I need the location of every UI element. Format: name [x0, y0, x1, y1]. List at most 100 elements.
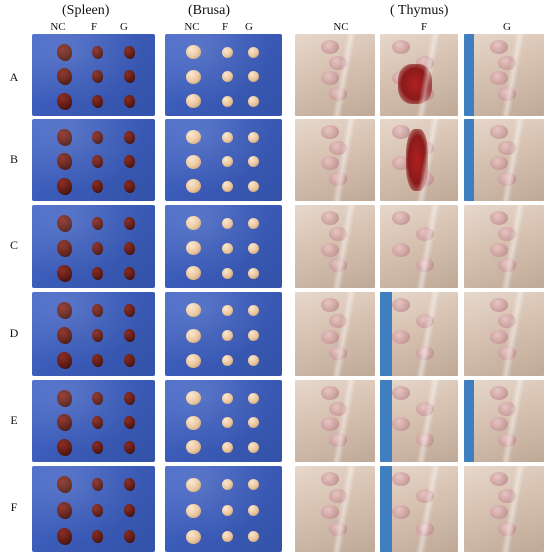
thymus-photo-d-g [464, 292, 544, 376]
brusa-organ-d-2-2 [247, 355, 259, 367]
spleen-organ-d-2-1 [91, 354, 103, 368]
thymus-lobe-f-f-2 [392, 505, 410, 519]
brusa-organ-f-2-2 [247, 531, 259, 543]
row-label-f: F [10, 500, 18, 514]
thymus-col-g: G [503, 21, 511, 33]
brusa-organ-f-0-1 [221, 479, 233, 491]
spleen-organ-f-2-1 [91, 530, 103, 544]
thymus-lobe-d-nc-1 [329, 314, 347, 328]
brusa-organ-d-0-2 [247, 304, 259, 316]
brusa-organ-c-2-1 [221, 267, 233, 279]
brusa-organ-b-1-2 [247, 156, 259, 168]
glove-edge-e-g [464, 380, 474, 462]
thymus-photo-a-nc [295, 34, 375, 116]
row-label-b: B [9, 152, 18, 166]
brusa-title: (Brusa) [188, 3, 230, 18]
brusa-photo-a [165, 34, 282, 116]
brusa-organ-f-2-1 [221, 531, 233, 543]
brusa-organ-c-1-1 [221, 242, 233, 254]
spleen-organ-c-1-0 [56, 239, 72, 257]
brusa-organ-d-2-0 [185, 353, 201, 368]
brusa-organ-f-2-0 [185, 529, 201, 544]
spleen-organ-f-1-1 [91, 504, 103, 518]
thymus-photo-f-nc [295, 466, 375, 552]
brusa-organ-c-0-2 [247, 217, 259, 229]
thymus-lobe-a-g-1 [498, 55, 516, 70]
brusa-organ-b-2-1 [221, 180, 233, 192]
thymus-lobe-f-nc-0 [321, 472, 339, 486]
brusa-organ-a-1-0 [185, 69, 201, 84]
brusa-organ-e-0-1 [221, 392, 233, 404]
thymus-photo-c-f [380, 205, 458, 288]
thymus-lobe-d-f-1 [416, 314, 434, 328]
spleen-organ-a-0-2 [123, 45, 135, 59]
spleen-organ-e-1-1 [91, 416, 103, 430]
thymus-lobe-d-g-3 [498, 346, 516, 360]
spleen-organ-e-2-0 [56, 438, 72, 456]
spleen-organ-b-1-2 [123, 155, 135, 169]
brusa-organ-c-1-2 [247, 242, 259, 254]
spleen-organ-d-0-0 [56, 301, 72, 319]
spleen-organ-c-2-0 [56, 264, 72, 282]
spleen-organ-a-1-2 [123, 70, 135, 84]
thymus-lobe-d-nc-3 [329, 346, 347, 360]
thymus-lobe-a-g-0 [490, 40, 508, 54]
thymus-lobe-c-g-0 [490, 211, 508, 225]
spleen-organ-b-1-0 [56, 153, 72, 171]
spleen-organ-e-1-2 [123, 416, 135, 430]
spleen-organ-a-2-1 [91, 94, 103, 108]
brusa-organ-d-1-1 [221, 330, 233, 342]
spleen-organ-b-2-2 [123, 179, 135, 193]
brusa-organ-e-2-1 [221, 441, 233, 453]
spleen-organ-c-1-2 [123, 241, 135, 255]
brusa-organ-e-2-2 [247, 441, 259, 453]
thymus-lobe-c-nc-1 [329, 226, 347, 241]
fascia-f-f [415, 466, 441, 552]
brusa-photo-c [165, 205, 282, 288]
brusa-organ-c-2-0 [185, 266, 201, 281]
spleen-col-g: G [120, 21, 128, 33]
thymus-lobe-a-f-0 [392, 40, 410, 54]
spleen-organ-d-1-2 [123, 329, 135, 343]
thymus-photo-e-g [464, 380, 544, 462]
thymus-lobe-b-nc-2 [321, 156, 339, 170]
thymus-photo-a-g [464, 34, 544, 116]
thymus-photo-d-nc [295, 292, 375, 376]
thymus-lobe-d-g-0 [490, 298, 508, 312]
spleen-col-f: F [90, 21, 98, 33]
brusa-organ-f-1-0 [185, 503, 201, 518]
brusa-organ-e-2-0 [185, 440, 201, 455]
brusa-organ-a-0-2 [247, 46, 259, 58]
thymus-lobe-c-f-3 [416, 258, 434, 273]
thymus-lobe-e-nc-2 [321, 417, 339, 431]
thymus-photo-c-g [464, 205, 544, 288]
spleen-col-nc: NC [50, 21, 66, 33]
thymus-lobe-d-f-0 [392, 298, 410, 312]
spleen-organ-c-0-2 [123, 216, 135, 230]
thymus-lobe-d-f-3 [416, 346, 434, 360]
thymus-lobe-d-nc-2 [321, 330, 339, 344]
spleen-organ-c-2-2 [123, 266, 135, 280]
fascia-e-f [415, 380, 441, 462]
thymus-lobe-c-f-0 [392, 211, 410, 225]
spleen-organ-c-1-1 [91, 241, 103, 255]
thymus-lobe-e-g-3 [498, 432, 516, 447]
brusa-organ-e-1-1 [221, 417, 233, 429]
brusa-photo-d [165, 292, 282, 376]
thymus-lobe-d-nc-0 [321, 298, 339, 312]
row-label-e: E [10, 413, 18, 427]
spleen-organ-e-2-1 [91, 440, 103, 454]
thymus-lobe-e-f-1 [416, 401, 434, 416]
thymus-lobe-c-nc-2 [321, 242, 339, 257]
brusa-organ-a-2-2 [247, 95, 259, 107]
thymus-photo-f-f [380, 466, 458, 552]
brusa-organ-f-1-1 [221, 505, 233, 517]
thymus-lobe-c-nc-3 [329, 258, 347, 273]
brusa-organ-e-1-2 [247, 417, 259, 429]
brusa-organ-a-1-1 [221, 71, 233, 83]
brusa-organ-d-1-2 [247, 330, 259, 342]
thymus-lobe-e-g-0 [490, 386, 508, 400]
brusa-organ-b-2-2 [247, 180, 259, 192]
thymus-col-nc: NC [333, 21, 349, 33]
thymus-lobe-b-g-2 [490, 156, 508, 170]
